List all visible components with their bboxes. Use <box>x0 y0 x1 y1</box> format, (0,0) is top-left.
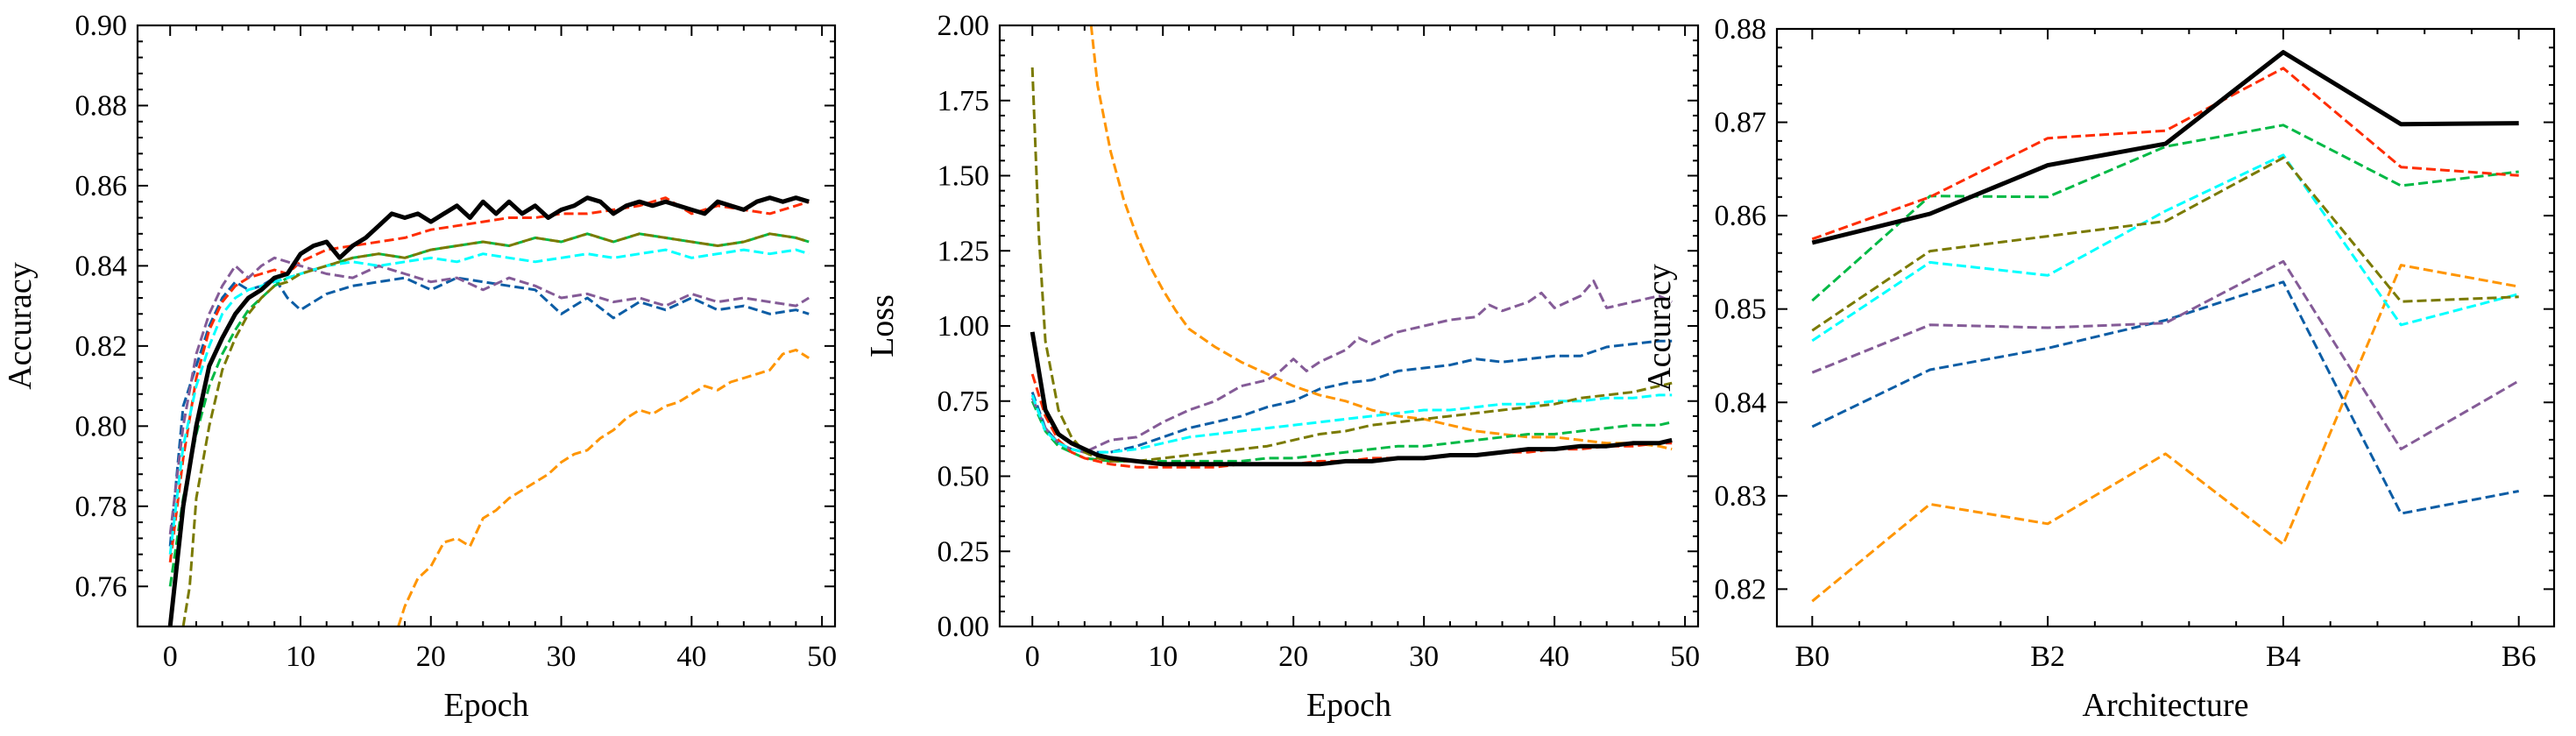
series-line-2 <box>397 348 810 626</box>
series-line-5 <box>168 256 810 534</box>
y-tick-label: 0.82 <box>1715 573 1767 605</box>
x-tick-label: 20 <box>416 640 446 673</box>
x-tick-label: 0 <box>163 640 178 673</box>
chart-panel-2: 0 10 20 30 40 50 0.00 0.25 0.50 0.75 1.00 1.25 1.50 1… <box>864 10 1700 724</box>
y-tick-label: 0.86 <box>1715 200 1767 232</box>
x-tick-label: 40 <box>676 640 706 673</box>
y-tick-label: 1.75 <box>938 85 990 117</box>
y-tick-label: 0.75 <box>938 386 990 418</box>
x-tick-label: 30 <box>1409 640 1439 673</box>
x-tick-label: 20 <box>1278 640 1308 673</box>
x-tick-label: B6 <box>2502 640 2537 673</box>
y-tick-label: 0.25 <box>938 535 990 568</box>
series-line-5 <box>1030 280 1673 454</box>
y-tick-label: 0.80 <box>75 410 128 442</box>
y-tick-label: 0.82 <box>75 330 128 363</box>
x-tick-label: B0 <box>1794 640 1829 673</box>
series-line-7 <box>1811 156 2519 332</box>
series-line-5 <box>1811 259 2520 450</box>
x-axis-label: Epoch <box>1306 687 1391 724</box>
y-tick-label: 1.00 <box>938 310 990 343</box>
series-line-7 <box>1030 67 1673 463</box>
plot-frame <box>136 24 837 628</box>
series-line-8 <box>1811 50 2519 245</box>
x-axis-label: Epoch <box>443 687 528 724</box>
y-tick-label: 1.50 <box>938 160 990 193</box>
y-tick-label: 0.50 <box>938 461 990 493</box>
y-tick-label: 0.78 <box>75 491 128 523</box>
x-tick-label: 0 <box>1025 640 1040 673</box>
series-line-6 <box>1811 153 2520 343</box>
chart-panel-1: 0 10 20 30 40 50 0.76 0.78 0.80 0.82 0.84 0.86 0.88 0… <box>2 10 837 724</box>
series-group <box>1811 50 2520 603</box>
series-group <box>1030 25 1673 469</box>
x-tick-label: 50 <box>807 640 837 673</box>
y-tick-label: 0.84 <box>1715 386 1767 419</box>
y-tick-label: 0.84 <box>75 250 128 282</box>
series-line-4 <box>168 196 810 563</box>
y-tick-label: 0.00 <box>938 611 990 643</box>
x-tick-label: 10 <box>286 640 315 673</box>
y-tick-label: 0.88 <box>1715 13 1767 46</box>
series-line-8 <box>1030 331 1673 467</box>
y-tick-label: 0.76 <box>75 570 128 603</box>
x-tick-label: 30 <box>547 640 577 673</box>
series-line-2 <box>1089 25 1673 451</box>
chart-panel-3: B0 B2 B4 B6 0.82 0.83 0.84 0.85 0.86 0.87 0.88 Arch… <box>1641 13 2556 724</box>
x-tick-label: 40 <box>1539 640 1569 673</box>
series-line-2 <box>1811 264 2519 603</box>
y-tick-label: 0.88 <box>75 89 128 122</box>
series-group <box>167 195 810 626</box>
y-tick-label: 0.90 <box>75 10 128 42</box>
y-axis-label: Accuracy <box>1641 264 1678 392</box>
series-line-6 <box>168 248 810 555</box>
y-axis-label: Loss <box>864 294 901 357</box>
series-line-3 <box>1030 400 1673 463</box>
x-tick-label: B4 <box>2266 640 2301 673</box>
y-tick-label: 0.83 <box>1715 480 1767 513</box>
series-line-1 <box>1811 280 2519 515</box>
series-line-8 <box>167 195 810 626</box>
y-axis-label: Accuracy <box>2 262 39 390</box>
series-line-7 <box>181 232 810 626</box>
x-axis-label: Architecture <box>2083 687 2249 724</box>
x-tick-label: 10 <box>1148 640 1178 673</box>
series-line-3 <box>1811 124 2519 302</box>
y-tick-label: 0.85 <box>1715 294 1767 326</box>
y-tick-label: 0.87 <box>1715 107 1767 139</box>
y-tick-label: 2.00 <box>938 10 990 42</box>
y-tick-label: 0.86 <box>75 170 128 202</box>
y-tick-label: 1.25 <box>938 235 990 267</box>
series-line-4 <box>1811 67 2519 241</box>
x-tick-label: 50 <box>1670 640 1700 673</box>
series-line-1 <box>1030 339 1673 454</box>
x-tick-label: B2 <box>2030 640 2065 673</box>
